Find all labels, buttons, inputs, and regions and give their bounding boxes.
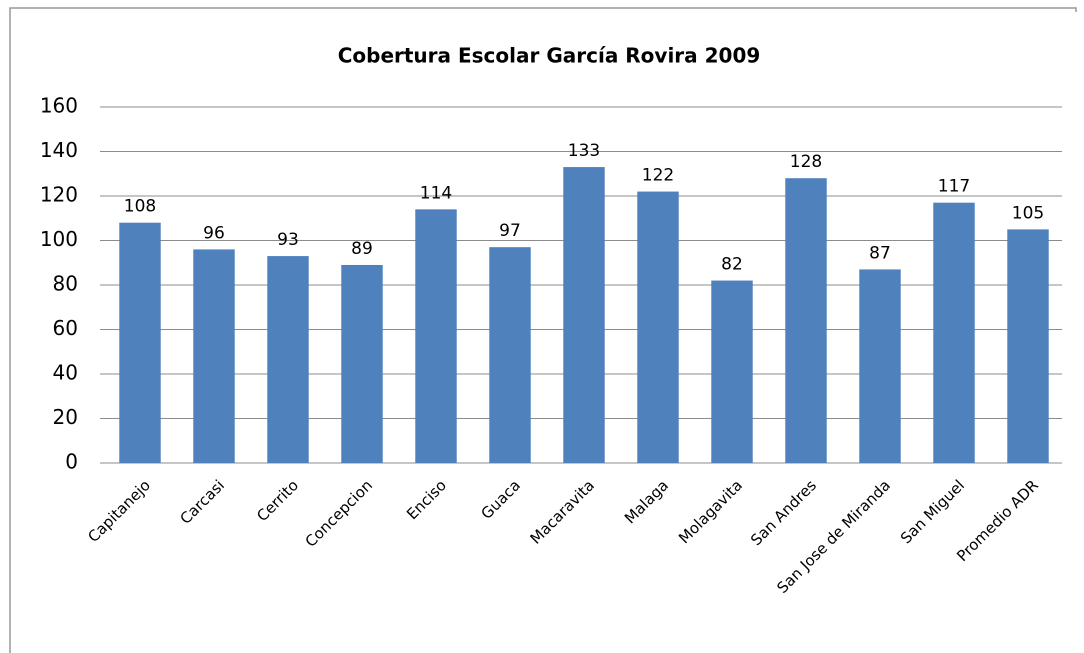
x-tick-label: Cerrito xyxy=(253,476,302,525)
bar xyxy=(489,247,531,463)
x-tick-label: Guaca xyxy=(478,476,525,523)
data-label: 122 xyxy=(642,166,674,186)
bar xyxy=(859,269,901,463)
y-tick-label: 140 xyxy=(40,138,78,162)
bar xyxy=(1007,229,1049,463)
y-tick-label: 40 xyxy=(53,361,78,385)
bar xyxy=(637,191,679,464)
y-tick-label: 60 xyxy=(53,316,78,340)
x-tick-label: Capitanejo xyxy=(84,476,154,546)
data-label: 133 xyxy=(568,141,600,161)
y-tick-label: 160 xyxy=(40,94,78,118)
x-tick-label: Concepcion xyxy=(302,476,376,550)
bar xyxy=(193,249,235,463)
x-tick-label: Macaravita xyxy=(527,476,598,547)
x-tick-label: Molagavita xyxy=(675,476,746,547)
y-tick-label: 120 xyxy=(40,183,78,207)
data-label: 105 xyxy=(1012,203,1044,223)
x-tick-label: San Miguel xyxy=(897,476,968,547)
x-tick-label: San Andres xyxy=(747,476,820,549)
bar xyxy=(711,280,753,463)
x-tick-label: Carcasi xyxy=(176,476,228,528)
bar xyxy=(415,209,457,463)
x-tick-label: Enciso xyxy=(403,476,450,523)
data-label: 93 xyxy=(277,230,299,250)
data-label: 114 xyxy=(420,183,452,203)
data-label: 97 xyxy=(499,221,521,241)
chart-frame xyxy=(9,7,1077,653)
bar xyxy=(267,256,309,463)
data-label: 117 xyxy=(938,177,970,197)
data-label: 128 xyxy=(790,152,822,172)
y-tick-label: 0 xyxy=(65,450,78,474)
data-label: 96 xyxy=(203,223,225,243)
y-tick-label: 20 xyxy=(53,405,78,429)
bar xyxy=(563,167,605,463)
bar xyxy=(119,222,161,463)
bar xyxy=(933,202,975,464)
y-tick-label: 80 xyxy=(53,272,78,296)
data-label: 82 xyxy=(721,255,743,275)
chart-title: Cobertura Escolar García Rovira 2009 xyxy=(338,44,761,68)
bar xyxy=(341,264,383,463)
y-tick-label: 100 xyxy=(40,227,78,251)
data-label: 89 xyxy=(351,239,373,259)
x-tick-label: Malaga xyxy=(621,476,672,527)
data-label: 87 xyxy=(869,243,891,263)
data-label: 108 xyxy=(124,197,156,217)
bar xyxy=(785,178,827,463)
